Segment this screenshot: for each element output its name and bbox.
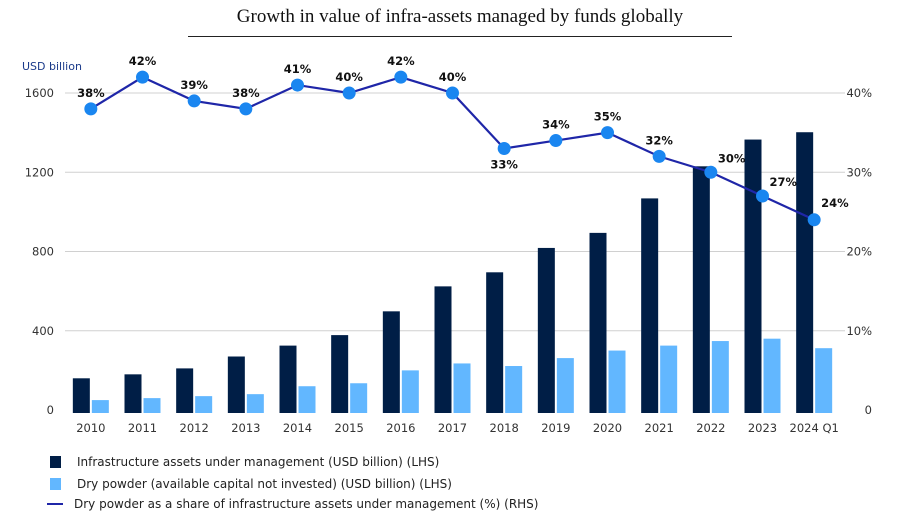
bar-aum <box>72 378 90 413</box>
line-marker <box>394 70 408 84</box>
data-label: 34% <box>542 118 570 132</box>
line-marker <box>136 70 149 84</box>
y-tick-label: 800 <box>32 245 54 259</box>
y-tick-label: 0 <box>47 403 54 417</box>
data-label: 42% <box>387 54 415 68</box>
line-marker <box>239 102 253 116</box>
bar-aum <box>382 311 400 413</box>
legend-swatch-dry-powder <box>50 478 61 490</box>
line-marker <box>807 213 821 227</box>
legend-swatch-aum <box>50 456 61 468</box>
bar-dry-powder <box>298 386 316 413</box>
y2-tick-label: 10% <box>846 324 872 338</box>
data-label: 40% <box>335 70 363 84</box>
bar-aum <box>537 247 555 413</box>
data-label: 30% <box>718 151 746 165</box>
line-marker <box>549 134 563 148</box>
bar-aum <box>124 374 142 413</box>
y-tick-label: 1200 <box>25 165 54 179</box>
bar-dry-powder <box>401 370 419 413</box>
x-tick-label: 2014 <box>283 421 312 435</box>
bar-dry-powder <box>505 366 523 413</box>
bar-aum <box>279 345 297 413</box>
y2-tick-label: 20% <box>846 245 872 259</box>
bar-dry-powder <box>815 348 833 413</box>
legend-label-aum: Infrastructure assets under management (… <box>77 455 440 469</box>
bar-aum <box>176 368 194 413</box>
x-tick-label: 2010 <box>76 421 105 435</box>
y-tick-label: 1600 <box>25 86 54 100</box>
legend-label-dry-powder: Dry powder (available capital not invest… <box>77 477 452 491</box>
x-tick-label: 2011 <box>128 421 157 435</box>
line-marker <box>291 78 304 92</box>
line-marker <box>756 189 769 203</box>
data-label: 42% <box>129 54 157 68</box>
data-label: 38% <box>77 86 105 100</box>
line-marker <box>652 149 666 163</box>
chart-plot: 0 400 800 1200 1600 0 10% 20% 30% 40% 2010 2011 2012… <box>25 54 872 435</box>
y-axis-label: USD billion <box>22 60 82 73</box>
x-tick-label: 2023 <box>748 421 777 435</box>
bar-aum <box>227 356 245 413</box>
x-tick-label: 2012 <box>180 421 209 435</box>
bar-dry-powder <box>195 396 213 413</box>
y2-tick-label: 30% <box>846 165 872 179</box>
x-tick-label: 2015 <box>335 421 364 435</box>
data-label: 33% <box>490 157 518 171</box>
data-label: 27% <box>770 175 798 189</box>
bar-dry-powder <box>556 358 574 413</box>
x-tick-label: 2017 <box>438 421 467 435</box>
bar-dry-powder <box>143 398 161 413</box>
y2-tick-label: 40% <box>846 86 872 100</box>
bar-aum <box>331 335 349 413</box>
data-label: 40% <box>439 70 467 84</box>
x-tick-label: 2016 <box>386 421 415 435</box>
bar-dry-powder <box>453 363 471 413</box>
bar-aum <box>589 232 607 413</box>
line-marker <box>187 94 201 108</box>
x-tick-label: 2019 <box>541 421 570 435</box>
line-marker <box>704 165 718 179</box>
x-tick-label: 2013 <box>231 421 260 435</box>
data-label: 38% <box>232 86 260 100</box>
x-tick-label: 2020 <box>593 421 622 435</box>
bar-dry-powder <box>350 383 368 413</box>
bar-dry-powder <box>711 341 729 413</box>
data-label: 32% <box>645 133 673 147</box>
legend-item-aum: Infrastructure assets under management (… <box>50 455 439 469</box>
bar-dry-powder <box>763 338 781 413</box>
bar-dry-powder <box>608 350 626 413</box>
bar-aum <box>744 139 762 413</box>
data-label: 39% <box>180 78 208 92</box>
legend-swatch-share <box>47 503 63 505</box>
bar-aum <box>641 198 659 413</box>
data-label: 35% <box>594 110 622 124</box>
y-tick-label: 400 <box>32 324 54 338</box>
chart-title: Growth in value of infra-assets managed … <box>236 6 684 27</box>
y2-tick-label: 0 <box>865 403 872 417</box>
x-tick-label: 2021 <box>645 421 674 435</box>
data-label: 24% <box>821 196 849 210</box>
bar-dry-powder <box>660 345 678 413</box>
line-marker <box>84 102 98 116</box>
legend-item-dry-powder: Dry powder (available capital not invest… <box>50 477 452 491</box>
x-tick-label: 2022 <box>696 421 725 435</box>
bar-aum <box>692 166 710 413</box>
x-tick-label: 2024 Q1 <box>790 421 839 435</box>
legend-label-share: Dry powder as a share of infrastructure … <box>74 497 539 511</box>
bar-aum <box>486 272 504 413</box>
line-marker <box>446 86 459 100</box>
bar-dry-powder <box>91 400 109 413</box>
line-marker <box>342 86 356 100</box>
data-label: 41% <box>284 62 312 76</box>
bar-dry-powder <box>246 394 264 413</box>
title-underline <box>188 36 732 37</box>
line-marker <box>497 141 511 155</box>
line-marker <box>601 126 614 140</box>
x-tick-label: 2018 <box>490 421 519 435</box>
legend-item-share: Dry powder as a share of infrastructure … <box>47 497 539 511</box>
bar-aum <box>434 286 452 413</box>
bar-aum <box>796 132 814 413</box>
